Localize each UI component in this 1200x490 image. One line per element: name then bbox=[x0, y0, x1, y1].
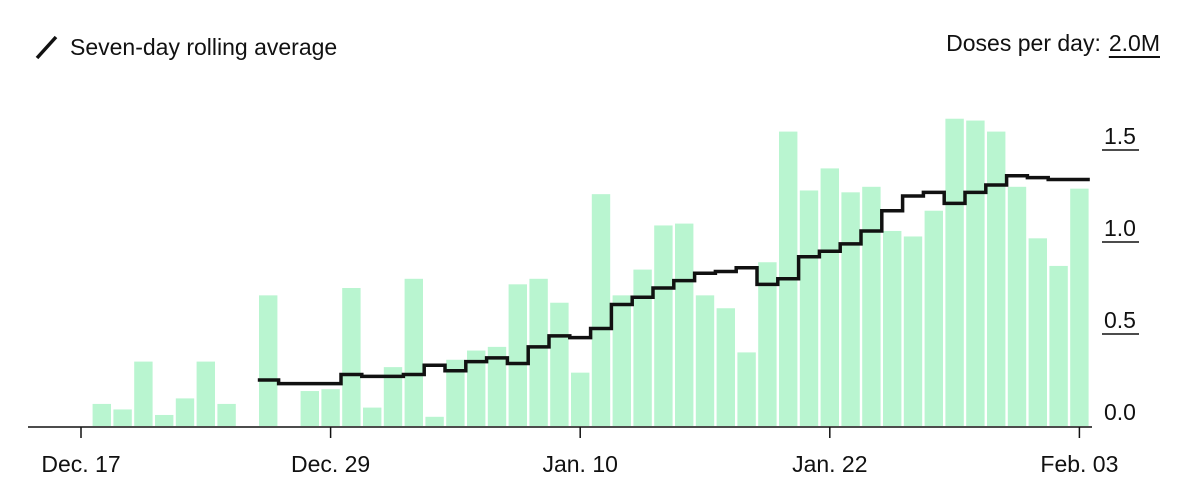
bar bbox=[820, 168, 839, 426]
bar bbox=[92, 403, 111, 426]
bar bbox=[841, 192, 860, 426]
bar bbox=[862, 186, 881, 426]
bar bbox=[175, 398, 195, 426]
bar bbox=[383, 367, 403, 426]
bar bbox=[217, 403, 236, 426]
bar bbox=[425, 416, 444, 426]
bar bbox=[467, 350, 486, 426]
y-tick-label: 0.5 bbox=[1104, 307, 1136, 333]
x-tick-label: Jan. 10 bbox=[542, 451, 617, 477]
bar bbox=[654, 225, 673, 426]
y-tick-top: 2.0M bbox=[1108, 30, 1160, 56]
bar bbox=[446, 359, 465, 426]
bar bbox=[134, 361, 153, 426]
bar bbox=[716, 308, 735, 426]
legend: Seven-day rolling average bbox=[34, 32, 337, 62]
bar bbox=[300, 391, 319, 426]
line-legend-icon bbox=[35, 35, 58, 60]
bar bbox=[675, 223, 694, 426]
bar-series bbox=[92, 118, 1089, 426]
bar bbox=[883, 230, 902, 426]
bar bbox=[945, 118, 964, 426]
bar bbox=[1049, 265, 1068, 426]
x-tick-label: Dec. 29 bbox=[291, 451, 370, 477]
unit-text: Doses per day: bbox=[946, 30, 1101, 56]
x-axis bbox=[28, 426, 1092, 438]
bar bbox=[1028, 238, 1047, 426]
bar bbox=[612, 295, 631, 426]
y-axis: 0.0 0.5 1.0 1.5 bbox=[1102, 123, 1139, 425]
bar bbox=[1007, 186, 1027, 426]
unit-label: Doses per day: 2.0M bbox=[946, 30, 1160, 57]
bar bbox=[1070, 188, 1089, 426]
bar bbox=[113, 409, 132, 426]
bar bbox=[508, 284, 527, 426]
bar bbox=[799, 190, 819, 426]
bar bbox=[758, 262, 777, 426]
rolling-average-line bbox=[257, 174, 1090, 386]
bar bbox=[633, 269, 652, 426]
bar bbox=[903, 236, 923, 426]
bar bbox=[404, 278, 423, 426]
bar bbox=[924, 210, 943, 426]
bar bbox=[695, 295, 715, 426]
y-tick-label: 1.5 bbox=[1104, 123, 1136, 149]
bar bbox=[591, 194, 611, 426]
bar bbox=[155, 414, 174, 426]
bar bbox=[571, 372, 590, 426]
bar bbox=[342, 288, 361, 426]
x-tick-label: Jan. 22 bbox=[792, 451, 867, 477]
bar bbox=[487, 346, 507, 426]
x-tick-label: Feb. 03 bbox=[1040, 451, 1118, 477]
bar bbox=[966, 120, 985, 426]
x-tick-labels: Dec. 17 Dec. 29 Jan. 10 Jan. 22 Feb. 03 bbox=[41, 451, 1118, 477]
bar bbox=[363, 407, 382, 426]
bar bbox=[321, 389, 340, 426]
y-tick-label: 0.0 bbox=[1104, 399, 1136, 425]
bar bbox=[987, 131, 1006, 426]
bar bbox=[529, 278, 548, 426]
y-tick-label: 1.0 bbox=[1104, 215, 1136, 241]
x-tick-label: Dec. 17 bbox=[41, 451, 120, 477]
bar bbox=[259, 295, 278, 426]
legend-label: Seven-day rolling average bbox=[70, 33, 338, 60]
bar bbox=[550, 302, 569, 426]
bar bbox=[737, 352, 756, 426]
bar bbox=[196, 361, 215, 426]
